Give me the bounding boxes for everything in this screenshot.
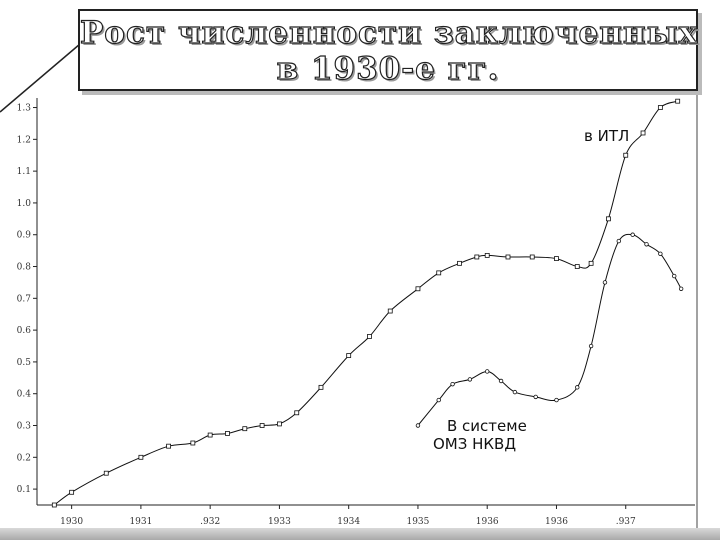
series-0-point	[484, 252, 490, 258]
series-0-point	[529, 254, 535, 260]
series-0-point	[367, 334, 372, 339]
series-1-point	[533, 394, 538, 400]
series-1-point	[450, 381, 455, 387]
x-tick-label: 1931	[129, 517, 152, 527]
series-0-point	[318, 384, 324, 390]
series-0-point	[640, 130, 646, 136]
series-1-point	[616, 238, 622, 244]
series-0-point	[294, 410, 300, 416]
x-tick-label: 1934	[337, 517, 360, 527]
series-1-point	[602, 280, 608, 285]
y-tick-label: 1.1	[17, 167, 31, 177]
y-axis-ticks: 0.1 0.2 0.3 0.4 0.5 0.6 0.7 0.8 0.9 1.0 1.1 1.2 1.3	[17, 104, 37, 495]
x-axis-ticks: 1930 1931 .932 1933 1934 1935 1936 1936 .937	[60, 505, 636, 527]
series-0-point	[242, 426, 248, 432]
y-tick-label: 1.3	[17, 104, 32, 114]
series-0-point	[675, 98, 681, 104]
series-label-itl: в ИТЛ	[584, 127, 629, 145]
series-0-point	[225, 431, 230, 436]
series-0-point	[474, 254, 480, 260]
series-0-point	[138, 454, 144, 460]
series-0-point	[436, 270, 442, 276]
x-tick-label: 1935	[406, 517, 429, 527]
x-tick-label: 1936	[545, 517, 568, 527]
y-tick-label: 0.9	[17, 231, 32, 241]
series-1-point	[575, 385, 580, 390]
series-1-point	[485, 369, 490, 374]
slide-bottom-bar	[0, 528, 720, 540]
series-0-point	[574, 264, 580, 269]
series-1-point	[630, 232, 635, 237]
series-0-point	[588, 260, 594, 266]
series-0-point	[69, 489, 75, 495]
series-0-point	[166, 443, 172, 449]
series-1-point	[588, 343, 594, 349]
slide-title-line1: Рост численности заключенных	[79, 14, 699, 51]
x-tick-label: .932	[200, 517, 220, 527]
series-1-point	[512, 389, 518, 395]
y-tick-label: 1.0	[17, 199, 32, 209]
series-0-point	[387, 308, 393, 314]
title-box: Рост численности заключенных в 1930-е гг…	[78, 9, 698, 91]
series-0-point	[606, 216, 611, 222]
x-tick-label: .937	[616, 517, 636, 527]
series-0-point	[207, 432, 213, 438]
y-tick-label: 0.2	[17, 453, 31, 463]
y-tick-label: 0.8	[17, 263, 32, 273]
series-label-omz-line2: ОМЗ НКВД	[433, 435, 516, 453]
series-0-point	[415, 286, 421, 292]
series-0-point	[190, 440, 196, 446]
series-0-point	[457, 260, 462, 266]
series-0-point	[259, 423, 265, 428]
y-tick-label: 0.7	[17, 294, 32, 304]
y-tick-label: 0.4	[17, 390, 32, 400]
series-0-point	[103, 470, 109, 476]
series-0-point	[346, 353, 352, 358]
series-label-omz-line1: В системе	[447, 417, 527, 435]
x-tick-label: 1933	[268, 517, 291, 527]
x-tick-label: 1936	[476, 517, 499, 527]
x-tick-label: 1930	[60, 517, 83, 527]
series-0-point	[505, 254, 511, 260]
series-layer	[51, 98, 684, 508]
series-0-point	[623, 152, 629, 158]
series-0-point	[657, 105, 663, 110]
series-1-point	[644, 242, 649, 247]
series-0-point	[277, 421, 282, 427]
series-1-point	[498, 378, 504, 384]
series-0-point	[554, 256, 559, 261]
chart-diagonal-frame-line	[0, 43, 81, 113]
series-1-point	[415, 423, 421, 428]
series-0-line	[54, 100, 678, 506]
series-1-point	[672, 273, 677, 279]
y-tick-label: 0.5	[17, 358, 32, 368]
series-1-point	[658, 251, 663, 257]
y-tick-label: 1.2	[17, 135, 31, 145]
series-1-point	[436, 397, 441, 403]
y-tick-label: 0.1	[17, 485, 31, 495]
series-1-point	[554, 397, 559, 403]
series-0-point	[51, 502, 57, 508]
y-tick-label: 0.6	[17, 326, 32, 336]
y-tick-label: 0.3	[17, 422, 32, 432]
slide-title-line2: в 1930-е гг.	[276, 50, 500, 87]
series-1-point	[467, 377, 473, 382]
series-1-point	[678, 286, 684, 291]
